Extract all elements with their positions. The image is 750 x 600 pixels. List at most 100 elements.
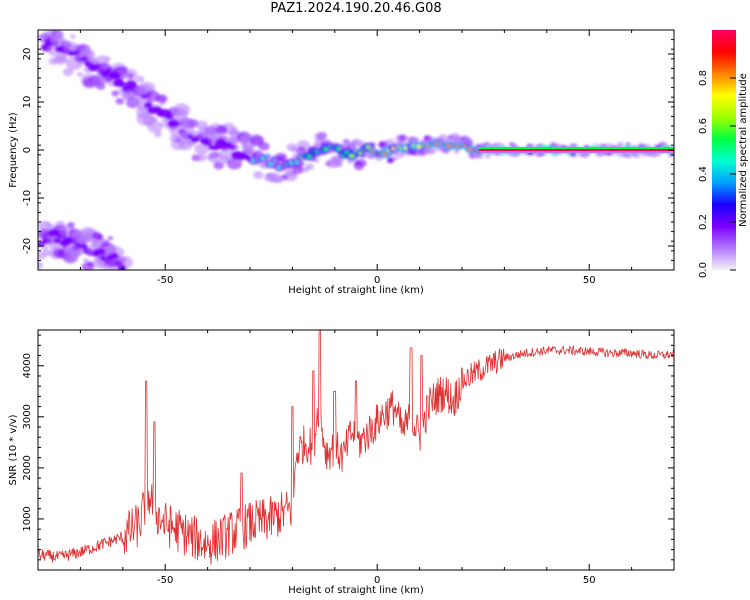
heatmap-halo [219, 148, 235, 161]
heatmap-halo [346, 159, 353, 164]
heatmap-halo [135, 75, 145, 83]
colorbar-label: Normalized spectral amplitude [738, 73, 749, 227]
x-tick-label: 0 [374, 575, 380, 586]
colorbar: 0.0 0.2 0.4 0.6 0.8 Normalized spectral ampl… [698, 30, 749, 278]
heatmap-halo [314, 132, 325, 141]
heatmap-halo [62, 67, 74, 77]
heatmap-core [117, 265, 127, 270]
heatmap-halo [184, 119, 197, 129]
snr-frame [37, 329, 675, 571]
heatmap-halo [463, 137, 473, 145]
heatmap-halo [484, 154, 491, 159]
heatmap-halo [215, 125, 228, 135]
x-tick-label: 50 [583, 575, 596, 586]
heatmap-halo [633, 152, 641, 159]
colorbar-tick-label: 0.2 [698, 214, 709, 230]
heatmap-halo [116, 271, 128, 280]
snr-x-axis-label: Height of straight line (km) [288, 585, 424, 596]
heatmap-core [110, 252, 119, 259]
spectrogram-heatmap [38, 30, 674, 282]
heatmap-halo [233, 144, 240, 150]
heatmap-halo [116, 271, 126, 279]
colorbar-tick-label: 0.8 [698, 70, 709, 86]
heatmap-halo [299, 161, 306, 166]
heatmap-halo [414, 137, 420, 142]
heatmap-halo [570, 151, 577, 158]
x-tick-label: 50 [583, 275, 596, 286]
heatmap-halo [81, 261, 95, 270]
heatmap-halo [56, 54, 67, 63]
heatmap-halo [159, 100, 166, 106]
heatmap-peak [357, 151, 363, 155]
heatmap-halo [290, 146, 298, 152]
heatmap-halo [356, 158, 367, 167]
heatmap-main-ridge [38, 30, 674, 184]
heatmap-halo [213, 161, 225, 170]
heatmap-halo [241, 143, 255, 154]
heatmap-halo [337, 163, 343, 168]
snr-series-line [38, 330, 674, 565]
spectrogram-y-axis-label: Frequency (Hz) [8, 112, 19, 188]
x-tick-label: 0 [374, 275, 380, 286]
colorbar-gradient [712, 30, 736, 270]
heatmap-halo [398, 134, 408, 142]
heatmap-halo [258, 142, 270, 151]
heatmap-halo [147, 120, 163, 133]
heatmap-halo [386, 156, 395, 163]
heatmap-steady-core [478, 149, 674, 151]
heatmap-halo [116, 68, 125, 74]
heatmap-halo [111, 90, 120, 97]
heatmap-halo [438, 133, 448, 141]
y-tick-label: 4000 [22, 353, 33, 378]
colorbar-ticks: 0.0 0.2 0.4 0.6 0.8 [698, 70, 736, 278]
heatmap-halo [96, 234, 104, 240]
y-tick-label: -20 [22, 238, 33, 254]
spectrogram-panel: -50 0 50 -20 -10 0 10 20 Height of straight lin… [8, 29, 675, 296]
heatmap-halo [196, 153, 207, 162]
heatmap-halo [617, 141, 625, 148]
spectrogram-x-axis-label: Height of straight line (km) [288, 285, 424, 296]
colorbar-tick-label: 0.0 [698, 262, 709, 278]
heatmap-halo [621, 153, 628, 158]
snr-plot-area [38, 330, 674, 565]
heatmap-halo [453, 149, 460, 154]
y-tick-label: 3000 [22, 404, 33, 429]
heatmap-core [53, 237, 61, 244]
heatmap-halo [111, 273, 123, 282]
heatmap-halo [305, 163, 315, 171]
y-tick-label: 1000 [22, 506, 33, 531]
heatmap-halo [427, 147, 437, 154]
heatmap-halo [88, 58, 96, 64]
snr-background [38, 330, 674, 570]
heatmap-halo [229, 138, 238, 145]
y-tick-label: 0 [22, 147, 33, 153]
heatmap-halo [392, 156, 399, 161]
heatmap-halo [280, 174, 289, 181]
heatmap-halo [368, 144, 375, 150]
heatmap-halo [115, 97, 125, 105]
heatmap-peak [259, 156, 266, 161]
heatmap-halo [155, 94, 168, 104]
heatmap-halo [278, 156, 285, 161]
heatmap-halo [342, 138, 350, 145]
heatmap-halo [67, 221, 75, 228]
heatmap-halo [313, 158, 320, 163]
spectrogram-ticks: -50 0 50 -20 -10 0 10 20 [22, 29, 675, 286]
heatmap-halo [48, 223, 54, 228]
heatmap-halo [160, 122, 166, 127]
x-tick-label: -50 [157, 275, 173, 286]
colorbar-tick-label: 0.4 [698, 166, 709, 182]
page-title: PAZ1.2024.190.20.46.G08 [270, 1, 442, 16]
y-tick-label: -10 [22, 190, 33, 206]
colorbar-tick-label: 0.6 [698, 118, 709, 134]
heatmap-core [79, 243, 88, 250]
snr-y-axis-label: SNR (10 * v/v) [8, 414, 19, 485]
heatmap-halo [291, 164, 305, 175]
heatmap-halo [105, 56, 111, 61]
heatmap-halo [625, 142, 631, 147]
heatmap-halo [38, 261, 43, 270]
heatmap-peak [348, 153, 356, 159]
heatmap-halo [107, 236, 114, 241]
heatmap-halo [70, 34, 76, 39]
